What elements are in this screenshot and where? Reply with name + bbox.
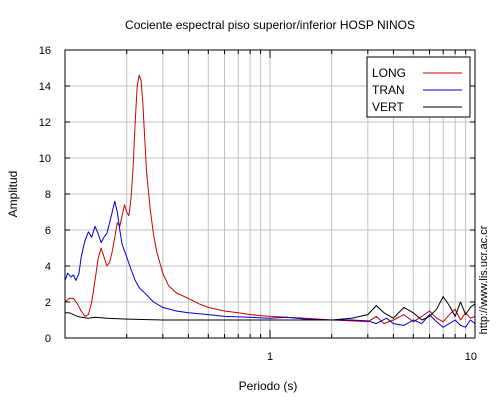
- y-tick-label: 16: [39, 45, 51, 57]
- y-tick-label: 12: [39, 117, 51, 129]
- x-axis-label: Periodo (s): [239, 379, 298, 393]
- y-axis-label: Amplitud: [6, 171, 20, 218]
- y-tick-label: 14: [39, 81, 51, 93]
- watermark-url: http://www.lis.ucr.ac.cr: [478, 225, 490, 334]
- chart-title: Cociente espectral piso superior/inferio…: [125, 18, 415, 32]
- legend-label-tran: TRAN: [372, 83, 405, 97]
- series-layer: [64, 74, 476, 328]
- y-ticks: 0 2 4 6 8 10 12 14 16: [39, 45, 475, 345]
- y-tick-label: 2: [45, 297, 51, 309]
- y-tick-label: 4: [45, 261, 51, 273]
- series-line-long: [64, 74, 476, 325]
- legend: LONG TRAN VERT: [366, 56, 471, 118]
- series-line-vert: [65, 296, 476, 321]
- y-tick-label: 0: [45, 333, 51, 345]
- x-ticks: 1 10: [126, 50, 477, 363]
- series-line-tran: [64, 200, 476, 328]
- y-tick-label: 10: [39, 153, 51, 165]
- legend-label-vert: VERT: [372, 100, 404, 114]
- x-tick-label: 1: [267, 351, 273, 363]
- y-tick-label: 8: [45, 189, 51, 201]
- y-tick-label: 6: [45, 225, 51, 237]
- x-tick-label: 10: [465, 351, 477, 363]
- legend-label-long: LONG: [372, 66, 406, 80]
